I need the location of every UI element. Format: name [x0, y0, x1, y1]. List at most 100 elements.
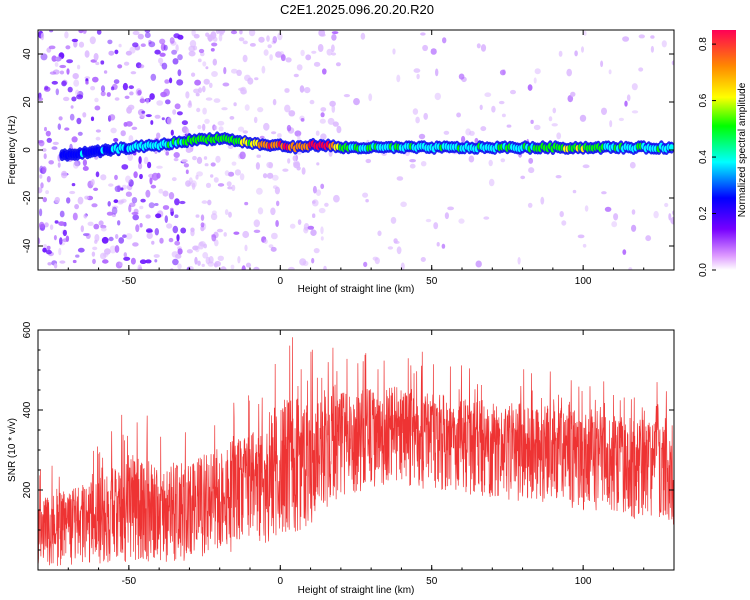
- noise-blob: [488, 178, 495, 187]
- noise-blob: [140, 43, 146, 47]
- noise-blob: [71, 183, 76, 187]
- noise-blob: [650, 35, 655, 39]
- noise-blob: [135, 224, 140, 233]
- noise-blob: [107, 39, 113, 45]
- noise-blob: [193, 33, 200, 39]
- noise-blob: [268, 244, 274, 249]
- noise-blob: [80, 225, 85, 233]
- noise-blob: [124, 95, 130, 100]
- noise-blob: [320, 112, 325, 118]
- noise-blob: [70, 105, 74, 109]
- noise-blob: [558, 50, 563, 57]
- noise-blob: [209, 82, 213, 89]
- noise-blob: [645, 235, 652, 242]
- noise-blob: [191, 30, 196, 37]
- noise-blob: [360, 32, 366, 40]
- noise-blob: [45, 130, 51, 137]
- noise-blob: [149, 93, 155, 100]
- noise-blob: [66, 59, 73, 64]
- noise-blob: [154, 228, 159, 236]
- noise-blob: [44, 126, 47, 132]
- noise-blob: [52, 141, 59, 145]
- noise-blob: [412, 108, 419, 115]
- noise-blob: [84, 195, 90, 200]
- y-tick-label: -40: [22, 238, 33, 253]
- noise-blob: [195, 174, 199, 180]
- noise-blob: [130, 71, 137, 75]
- noise-blob: [322, 68, 327, 75]
- noise-blob: [41, 166, 47, 174]
- noise-blob: [336, 125, 342, 134]
- noise-blob: [202, 61, 207, 67]
- noise-blob: [363, 261, 368, 268]
- noise-blob: [253, 116, 258, 124]
- noise-blob: [96, 30, 102, 35]
- noise-blob: [213, 98, 221, 103]
- noise-blob: [230, 30, 238, 35]
- noise-blob: [237, 126, 245, 132]
- noise-blob: [213, 125, 218, 130]
- noise-blob: [218, 126, 224, 132]
- noise-blob: [130, 257, 136, 265]
- noise-blob: [229, 116, 235, 120]
- noise-blob: [77, 196, 84, 205]
- noise-blob: [77, 131, 83, 136]
- noise-blob: [197, 260, 201, 266]
- noise-blob: [46, 245, 51, 250]
- noise-blob: [139, 173, 143, 180]
- noise-blob: [186, 249, 193, 254]
- y-tick-label: 200: [22, 481, 33, 498]
- noise-blob: [320, 183, 325, 189]
- noise-blob: [156, 100, 164, 106]
- noise-blob: [613, 213, 619, 221]
- noise-blob: [137, 264, 142, 270]
- noise-blob: [530, 119, 534, 124]
- noise-blob: [114, 185, 122, 192]
- noise-blob: [85, 233, 91, 239]
- noise-blob: [601, 107, 607, 116]
- noise-blob: [207, 199, 212, 206]
- noise-blob: [217, 183, 225, 187]
- noise-blob: [173, 157, 179, 162]
- noise-blob: [46, 176, 51, 183]
- noise-blob: [249, 43, 256, 47]
- noise-blob: [611, 221, 618, 228]
- noise-blob: [377, 230, 382, 237]
- noise-blob: [293, 73, 299, 78]
- noise-blob: [73, 79, 80, 87]
- noise-blob: [154, 114, 161, 119]
- noise-blob: [223, 67, 227, 75]
- noise-blob: [163, 88, 170, 97]
- noise-blob: [304, 87, 311, 94]
- noise-blob: [77, 64, 81, 70]
- noise-blob: [110, 127, 117, 134]
- noise-blob: [65, 45, 71, 50]
- noise-blob: [548, 116, 553, 122]
- noise-blob: [118, 43, 122, 48]
- noise-blob: [137, 33, 144, 40]
- noise-blob: [247, 77, 254, 85]
- noise-blob: [172, 225, 179, 234]
- noise-blob: [242, 130, 248, 134]
- noise-blob: [195, 92, 200, 97]
- noise-blob: [223, 232, 227, 237]
- noise-blob: [62, 229, 67, 237]
- noise-blob: [114, 49, 119, 55]
- noise-blob: [131, 126, 138, 130]
- noise-blob: [59, 260, 66, 264]
- noise-blob: [202, 252, 209, 259]
- noise-blob: [171, 177, 177, 182]
- noise-blob: [151, 240, 155, 245]
- noise-blob: [158, 57, 164, 64]
- noise-blob: [202, 85, 206, 93]
- noise-blob: [433, 222, 439, 230]
- noise-blob: [413, 68, 421, 73]
- colorbar-tick-label: 0.4: [698, 150, 709, 164]
- noise-blob: [120, 130, 126, 137]
- noise-blob: [156, 165, 163, 169]
- noise-blob: [231, 68, 238, 74]
- noise-blob: [162, 205, 170, 210]
- noise-blob: [205, 182, 212, 188]
- noise-blob: [90, 86, 96, 91]
- noise-blob: [409, 159, 416, 163]
